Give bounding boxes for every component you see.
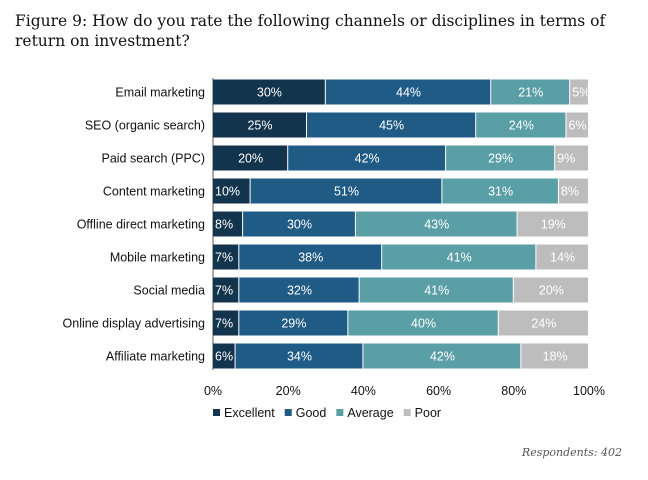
category-label: SEO (organic search): [85, 119, 205, 133]
x-tick-label: 0%: [204, 384, 222, 398]
category-label: Content marketing: [103, 185, 205, 199]
stacked-bar-chart: Email marketing 30% 44% 21% 5% SEO (organic s…: [63, 78, 605, 420]
bar-segment: [239, 310, 348, 336]
bar-segment: [348, 310, 498, 336]
data-label: 38%: [298, 251, 323, 265]
data-label: 41%: [447, 251, 472, 265]
legend-swatch: [284, 409, 292, 416]
bar-segment: [359, 277, 513, 303]
bar-segment: [235, 343, 363, 369]
legend-label: Average: [347, 406, 393, 420]
data-label: 24%: [509, 119, 534, 133]
bar-segment: [566, 112, 588, 138]
data-label: 6%: [215, 350, 233, 364]
data-label: 19%: [541, 218, 566, 232]
bar-segment: [446, 145, 555, 171]
data-label: 10%: [215, 185, 240, 199]
bar-segment: [243, 211, 355, 237]
data-label: 7%: [215, 251, 233, 265]
data-label: 8%: [561, 185, 579, 199]
data-label: 5%: [572, 86, 590, 100]
bar-segment: [213, 343, 235, 369]
category-label: Mobile marketing: [110, 251, 205, 265]
data-label: 29%: [488, 152, 513, 166]
data-label: 20%: [539, 284, 564, 298]
bar-segment: [213, 145, 288, 171]
data-label: 6%: [568, 119, 586, 133]
data-label: 9%: [557, 152, 575, 166]
legend-label: Excellent: [224, 406, 275, 420]
bar-segment: [570, 79, 588, 105]
x-tick-label: 60%: [426, 384, 451, 398]
bar-segment: [250, 178, 442, 204]
data-label: 18%: [543, 350, 568, 364]
bar-segment: [213, 211, 243, 237]
bar-segment: [239, 277, 359, 303]
data-label: 20%: [238, 152, 263, 166]
x-tick-label: 100%: [573, 384, 605, 398]
legend-swatch: [336, 409, 344, 416]
legend-label: Good: [296, 406, 327, 420]
data-label: 40%: [411, 317, 436, 331]
category-label: Offline direct marketing: [77, 218, 205, 232]
data-label: 7%: [215, 317, 233, 331]
bar-segment: [239, 244, 382, 270]
category-label: Online display advertising: [63, 317, 205, 331]
category-label: Paid search (PPC): [101, 152, 205, 166]
data-label: 43%: [424, 218, 449, 232]
data-label: 30%: [287, 218, 312, 232]
category-label: Social media: [133, 284, 205, 298]
data-label: 8%: [215, 218, 233, 232]
data-label: 14%: [550, 251, 575, 265]
data-label: 51%: [334, 185, 359, 199]
data-label: 30%: [257, 86, 282, 100]
bar-segment: [213, 277, 239, 303]
bar-segment: [213, 79, 325, 105]
data-label: 41%: [424, 284, 449, 298]
data-label: 21%: [518, 86, 543, 100]
legend-swatch: [213, 409, 220, 416]
bar-segment: [555, 145, 588, 171]
data-label: 45%: [379, 119, 404, 133]
bar-segment: [517, 211, 588, 237]
bar-segment: [491, 79, 570, 105]
bar-segment: [513, 277, 588, 303]
bar-segment: [213, 244, 239, 270]
bar-segment: [442, 178, 558, 204]
category-label: Affiliate marketing: [106, 350, 205, 364]
bar-segment: [325, 79, 491, 105]
x-tick-label: 20%: [276, 384, 301, 398]
chart-title: Figure 9: How do you rate the following …: [15, 12, 606, 50]
bar-segment: [355, 211, 517, 237]
data-label: 31%: [488, 185, 513, 199]
bar-segment: [213, 112, 306, 138]
bar-segment: [213, 178, 250, 204]
x-tick-label: 40%: [351, 384, 376, 398]
bar-segment: [213, 310, 239, 336]
bar-segment: [558, 178, 588, 204]
bar-segment: [521, 343, 588, 369]
data-label: 44%: [396, 86, 421, 100]
bar-segment: [498, 310, 588, 336]
bar-segment: [363, 343, 521, 369]
data-label: 34%: [287, 350, 312, 364]
legend-label: Poor: [415, 406, 441, 420]
bar-segment: [476, 112, 566, 138]
data-label: 7%: [215, 284, 233, 298]
data-label: 42%: [430, 350, 455, 364]
data-label: 29%: [281, 317, 306, 331]
data-label: 25%: [247, 119, 272, 133]
category-label: Email marketing: [115, 86, 205, 100]
x-tick-label: 80%: [501, 384, 526, 398]
bar-segment: [536, 244, 588, 270]
data-label: 42%: [355, 152, 380, 166]
bar-segment: [288, 145, 446, 171]
bar-segment: [307, 112, 476, 138]
data-label: 24%: [531, 317, 556, 331]
legend-swatch: [403, 409, 411, 416]
data-label: 32%: [287, 284, 312, 298]
respondents-note: Respondents: 402: [521, 446, 622, 459]
bar-segment: [382, 244, 536, 270]
